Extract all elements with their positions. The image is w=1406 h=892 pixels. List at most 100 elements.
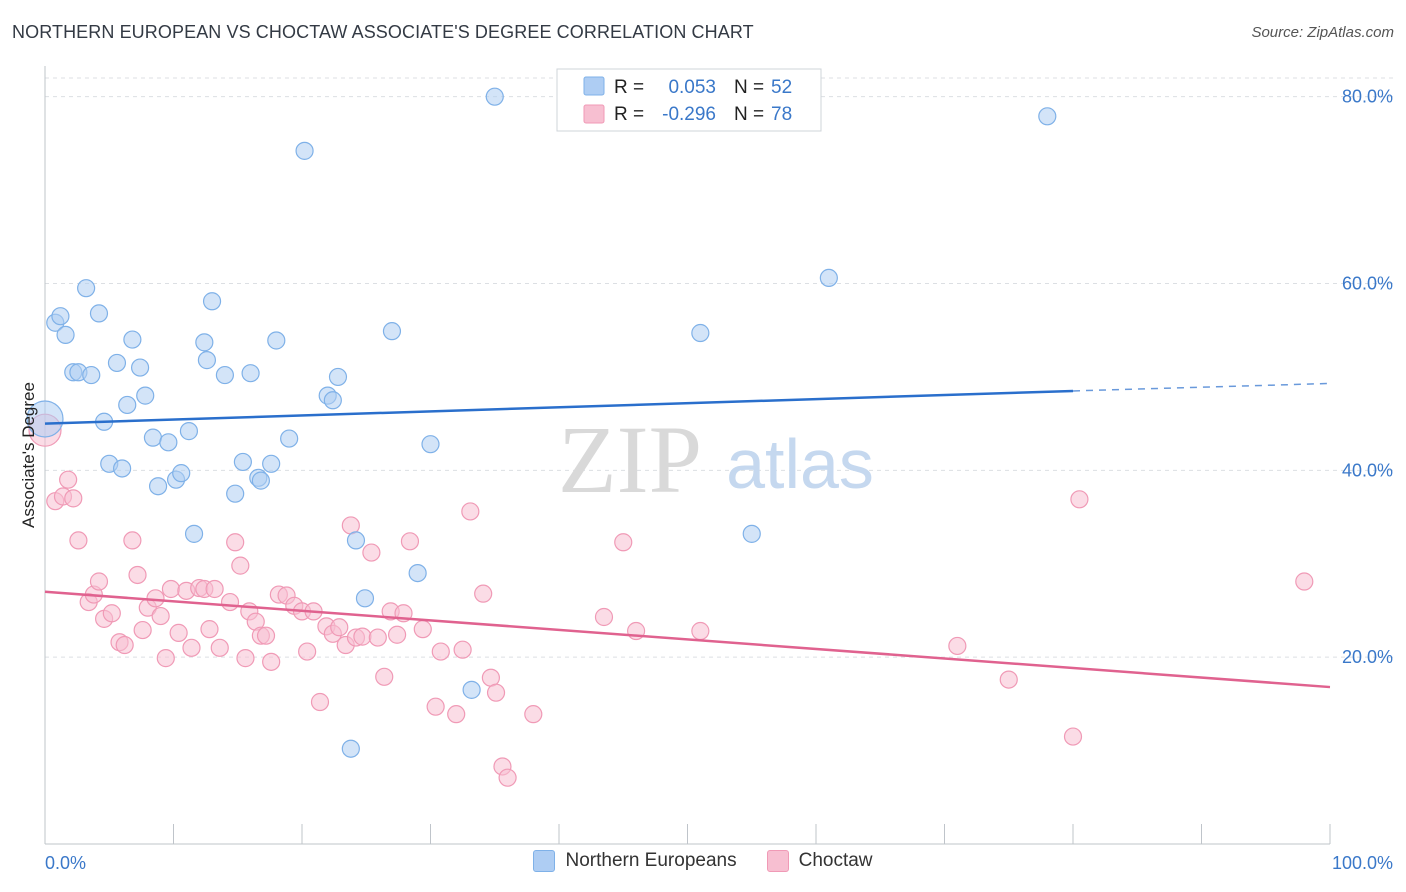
- stats-n-label-1: N =: [734, 77, 764, 98]
- northern-european-point-16: [136, 386, 155, 405]
- trend-lines: [44, 382, 1331, 689]
- choctaw-point-23: [182, 638, 201, 657]
- choctaw-point-30: [226, 533, 245, 552]
- choctaw-trend-line: [44, 590, 1331, 689]
- choctaw-point-27: [205, 579, 224, 599]
- northern-european-point-32: [251, 471, 270, 490]
- choctaw-point-69: [498, 768, 517, 787]
- legend-item-choctaw[interactable]: Choctaw: [766, 850, 873, 872]
- northern-european-point-38: [323, 391, 342, 410]
- choctaw-point-32: [236, 649, 255, 668]
- choctaw-point-13: [123, 531, 142, 550]
- northern-european-point-46: [462, 680, 481, 699]
- northern-european-point-6: [77, 279, 96, 298]
- northern-european-point-39: [328, 367, 348, 387]
- northern-european-trend-extension: [1072, 382, 1331, 392]
- northern-european-point-43: [382, 322, 402, 341]
- northern-european-point-45: [421, 435, 440, 454]
- northern-european-point-41: [346, 531, 366, 550]
- choctaw-point-5: [69, 531, 88, 550]
- northern-european-point-30: [241, 364, 260, 383]
- choctaw-point-78: [1070, 490, 1089, 509]
- choctaw-point-10: [102, 604, 121, 623]
- stats-r-value-1: 0.053: [668, 77, 716, 98]
- choctaw-point-53: [368, 628, 387, 647]
- choctaw-point-26: [200, 620, 219, 639]
- northern-european-point-23: [184, 524, 204, 543]
- stats-r-label-1: R =: [614, 77, 644, 98]
- legend-label-choctaw: Choctaw: [798, 850, 873, 871]
- choctaw-point-4: [64, 489, 83, 508]
- choctaw-point-63: [453, 640, 472, 659]
- choctaw-point-21: [169, 623, 188, 642]
- choctaw-point-31: [231, 556, 250, 575]
- northern-european-point-3: [56, 325, 75, 344]
- choctaw-point-42: [298, 642, 317, 661]
- northern-european-point-40: [341, 739, 360, 758]
- watermark-zip: ZIP: [558, 406, 702, 513]
- stats-n-value-2: 78: [771, 104, 792, 125]
- northern-european-point-24: [195, 333, 214, 352]
- choctaw-point-75: [948, 636, 967, 656]
- choctaw-point-51: [353, 627, 372, 646]
- choctaw-point-8: [89, 572, 109, 591]
- choctaw-point-54: [375, 667, 394, 686]
- choctaw-point-60: [426, 697, 445, 716]
- choctaw-point-67: [486, 683, 506, 702]
- choctaw-point-65: [474, 584, 493, 603]
- northern-european-point-14: [123, 330, 142, 349]
- northern-european-point-49: [742, 524, 761, 543]
- choctaw-point-44: [310, 692, 330, 712]
- legend-label-northern-europeans: Northern Europeans: [565, 850, 737, 871]
- legend-swatch-blue: [533, 850, 556, 872]
- northern-european-point-34: [267, 331, 286, 350]
- northern-european-point-11: [107, 353, 127, 373]
- northern-european-point-36: [295, 141, 314, 160]
- northern-european-point-7: [82, 365, 101, 385]
- y-tick-label-20: 20.0%: [1342, 647, 1393, 667]
- choctaw-point-18: [151, 606, 170, 626]
- chart-title: NORTHERN EUROPEAN VS CHOCTAW ASSOCIATE'S…: [12, 22, 754, 42]
- choctaw-point-72: [614, 533, 633, 552]
- northern-european-points: [26, 87, 1057, 758]
- choctaw-point-70: [524, 705, 543, 724]
- northern-european-point-29: [233, 452, 252, 472]
- northern-european-point-28: [226, 484, 245, 503]
- stats-legend-swatch-pink: [583, 104, 605, 124]
- choctaw-point-79: [1295, 572, 1314, 591]
- northern-european-point-26: [202, 292, 222, 311]
- choctaw-point-12: [115, 635, 134, 655]
- northern-european-point-25: [197, 351, 217, 370]
- choctaw-point-20: [161, 579, 181, 599]
- choctaw-point-15: [133, 620, 152, 640]
- northern-european-point-22: [179, 422, 199, 441]
- northern-european-point-51: [1038, 107, 1057, 126]
- x-tick-label-0: 0.0%: [45, 853, 86, 873]
- choctaw-point-61: [431, 642, 450, 661]
- series-legend: Northern Europeans Choctaw: [0, 850, 1406, 872]
- choctaw-point-71: [594, 607, 614, 627]
- northern-european-point-2: [51, 307, 70, 326]
- legend-item-northern-europeans[interactable]: Northern Europeans: [533, 850, 737, 872]
- y-tick-label-60: 60.0%: [1342, 274, 1393, 294]
- y-axis-label: Associate's Degree: [19, 382, 38, 528]
- choctaw-point-36: [256, 626, 276, 645]
- chart-source: Source: ZipAtlas.com: [1251, 24, 1394, 41]
- watermark-atlas: atlas: [726, 425, 874, 503]
- axes: 20.0% 40.0% 60.0% 80.0% 0.0% 100.0%: [44, 66, 1393, 873]
- northern-european-point-12: [112, 459, 132, 478]
- northern-european-point-13: [118, 395, 137, 415]
- stats-legend: R = 0.053 N = 52 R = -0.296 N = 78: [556, 68, 822, 132]
- northern-european-point-0: [26, 400, 64, 438]
- choctaw-point-28: [210, 638, 229, 657]
- northern-european-point-17: [143, 428, 163, 447]
- stats-n-value-1: 52: [771, 77, 792, 98]
- choctaw-point-74: [691, 621, 710, 641]
- choctaw-point-29: [220, 592, 240, 612]
- choctaw-point-14: [128, 565, 147, 585]
- choctaw-points: [28, 413, 1314, 787]
- choctaw-point-58: [400, 532, 420, 551]
- choctaw-point-77: [1063, 727, 1083, 746]
- northern-european-point-8: [89, 304, 109, 323]
- choctaw-point-62: [447, 705, 466, 724]
